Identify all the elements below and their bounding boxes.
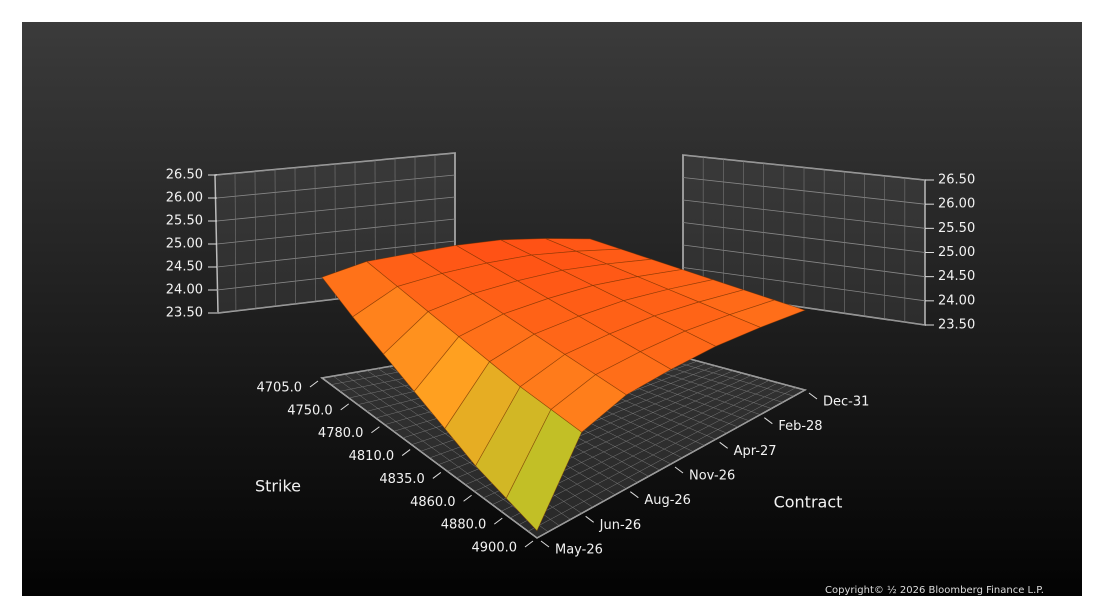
wall-line (294, 167, 296, 304)
z-tick-label: 26.50 (938, 173, 975, 188)
z-tick-label: 23.50 (166, 306, 203, 321)
tick-line (764, 417, 773, 425)
tick-line (493, 517, 503, 525)
tick-line (401, 449, 411, 456)
copyright: Copyright© ½ 2026 Bloomberg Finance L.P. (825, 584, 1044, 596)
z-tick-label: 24.50 (938, 269, 975, 284)
x-tick-label: 4810.0 (349, 449, 395, 464)
y-tick-label: May-26 (555, 543, 603, 558)
surface-cell (505, 408, 583, 532)
wall-line (274, 169, 277, 307)
floor-line (518, 384, 788, 525)
y-tick-label: Apr-27 (734, 444, 777, 459)
y-tick-label: Dec-31 (823, 395, 869, 410)
surface (321, 238, 807, 532)
axis-labels: 23.50 23.50 24.00 24.00 24.50 24.50 25.00 25.00… (166, 168, 975, 558)
x-tick-label: 4780.0 (318, 426, 364, 441)
z-tick-label: 24.00 (166, 283, 203, 298)
z-tick-label: 25.50 (166, 214, 203, 229)
wall-line (254, 171, 257, 309)
y-axis-title: Contract (774, 493, 843, 512)
x-tick-label: 4900.0 (472, 541, 518, 556)
wall-line (234, 173, 237, 311)
tick-line (309, 380, 319, 388)
grid-line (216, 174, 456, 199)
tick-line (371, 426, 380, 434)
x-tick-label: 4750.0 (287, 403, 333, 418)
x-tick-label: 4835.0 (379, 472, 425, 487)
y-tick-label: Feb-28 (778, 419, 822, 434)
tick-line (630, 491, 639, 499)
z-tick-label: 25.50 (938, 221, 975, 236)
floor-line (527, 387, 797, 532)
tick-line (463, 494, 472, 502)
tick-line (540, 540, 550, 548)
tick-line (585, 515, 594, 523)
z-tick-label: 25.00 (938, 245, 975, 260)
x-tick-label: 4860.0 (410, 495, 456, 510)
z-tick-label: 24.00 (938, 293, 975, 308)
z-tick-label: 26.00 (938, 197, 975, 212)
floor-line (510, 382, 779, 519)
x-tick-label: 4705.0 (257, 381, 303, 396)
tick-line (524, 540, 534, 548)
y-tick-label: Nov-26 (689, 469, 735, 484)
z-tick-label: 26.00 (166, 191, 203, 206)
wall-line (314, 165, 316, 302)
z-tick-label: 24.50 (166, 260, 203, 275)
z-tick-label: 25.00 (166, 237, 203, 252)
z-tick-label: 23.50 (938, 318, 975, 333)
tick-line (808, 392, 818, 400)
y-tick-label: Jun-26 (599, 518, 642, 533)
x-axis-title: Strike (255, 477, 301, 496)
tick-line (719, 441, 728, 449)
x-tick-label: 4880.0 (441, 518, 487, 533)
y-tick-label: Aug-26 (644, 493, 691, 508)
tick-line (340, 403, 350, 411)
tick-line (674, 466, 684, 474)
tick-line (432, 472, 442, 479)
grid-line (216, 152, 456, 176)
z-tick-label: 26.50 (166, 168, 203, 183)
floor-line (536, 389, 806, 539)
